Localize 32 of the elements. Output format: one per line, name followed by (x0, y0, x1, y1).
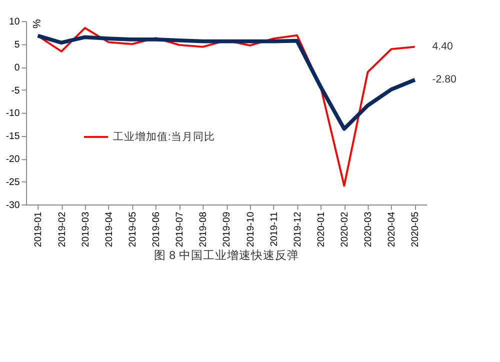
y-tick-label: -25 (6, 176, 20, 188)
y-tick-label: -10 (6, 108, 20, 120)
data-label: -2.80 (432, 74, 457, 86)
data-label: 4.40 (432, 40, 453, 53)
y-tick-label: 10 (9, 16, 20, 28)
x-tick-label: 2019-06 (151, 212, 162, 248)
x-tick-label: 2019-09 (222, 212, 233, 248)
y-tick-label: -5 (11, 85, 20, 96)
y-tick-label: -30 (6, 200, 20, 211)
y-tick-label: 0 (14, 62, 20, 74)
x-tick-label: 2019-02 (56, 212, 68, 248)
y-axis-title: % (30, 19, 42, 30)
x-tick-label: 2019-07 (174, 212, 186, 248)
x-tick-label: 2019-12 (292, 212, 304, 248)
x-tick-label: 2020-05 (410, 212, 422, 248)
x-tick-label: 2019-01 (33, 212, 44, 248)
y-tick-label: -20 (6, 154, 20, 166)
x-tick-label: 2020-01 (316, 212, 327, 248)
x-tick-label: 2020-03 (363, 212, 374, 248)
x-tick-label: 2019-10 (245, 212, 256, 248)
y-tick-label: 5 (14, 39, 20, 50)
x-tick-label: 2019-11 (268, 212, 280, 246)
x-tick-label: 2020-04 (386, 211, 398, 248)
x-tick-label: 2019-08 (198, 212, 210, 248)
x-tick-label: 2019-05 (127, 212, 138, 248)
x-tick-label: 2020-02 (340, 212, 351, 248)
x-tick-label: 2019-03 (80, 212, 92, 248)
legend-label: 工业增加值:当月同比 (112, 130, 215, 143)
text: 图 8 中国工业增速快速反弹 (154, 249, 299, 262)
x-tick-label: 2019-04 (104, 211, 115, 248)
y-tick-label: -15 (6, 131, 20, 142)
line-series (36, 34, 417, 131)
